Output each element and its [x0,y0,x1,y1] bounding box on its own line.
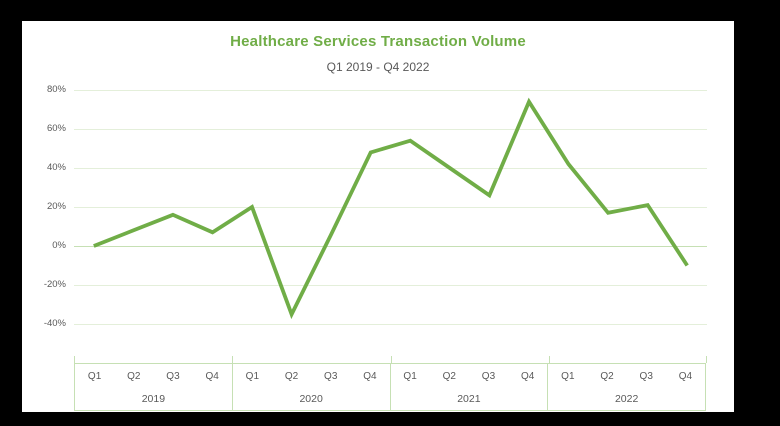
trend-line-svg [93,97,689,320]
y-axis-label: 80% [46,84,66,95]
y-axis-label: 60% [46,123,66,134]
year-group-2021: Q1 Q2 Q3 Q4 2021 [391,364,549,410]
axis-tick [548,356,550,363]
quarter-label: Q4 [205,371,219,382]
quarter-label: Q1 [87,371,102,382]
trend-line [93,97,689,320]
gridline [74,284,707,286]
axis-tick [706,356,707,363]
gridline [74,323,707,325]
chart-title: Healthcare Services Transaction Volume [230,33,526,50]
quarter-label: Q2 [600,371,614,382]
year-label: 2020 [299,393,323,405]
y-axis-label: 20% [46,201,66,212]
quarter-label: Q1 [561,371,575,382]
quarter-label: Q2 [284,371,299,382]
year-label: 2021 [457,393,481,405]
year-group-2020: Q1 Q2 Q3 Q4 2020 [233,364,391,410]
chart-card: Healthcare Services Transaction Volume Q… [22,21,734,412]
quarter-label: Q4 [363,371,377,382]
x-axis-table: Q1 Q2 Q3 Q4 2019 Q1 Q2 Q3 Q4 2020 Q1 Q2 Q3 Q4 2021 Q1 Q2… [74,363,706,411]
axis-tick [74,356,75,363]
quarter-label: Q2 [127,371,141,382]
gridline [74,167,707,169]
y-axis-label: 0% [52,240,66,251]
quarter-label: Q4 [678,371,693,382]
gridline [74,206,707,208]
zero-gridline [74,245,707,247]
quarter-row: Q1 Q2 Q3 Q4 [391,364,548,388]
quarter-label: Q3 [166,371,180,382]
y-axis-label: -40% [43,318,66,329]
quarter-label: Q2 [442,371,456,382]
gridline [74,128,707,130]
quarter-row: Q1 Q2 Q3 Q4 [233,364,390,388]
quarter-label: Q3 [324,371,338,382]
quarter-label: Q4 [520,371,535,382]
quarter-label: Q3 [481,371,496,382]
axis-tick [390,356,392,363]
quarter-label: Q3 [639,371,653,382]
year-group-2022: Q1 Q2 Q3 Q4 2022 [548,364,705,410]
quarter-row: Q1 Q2 Q3 Q4 [548,364,705,388]
chart-subtitle: Q1 2019 - Q4 2022 [326,60,430,74]
quarter-label: Q1 [403,371,417,382]
year-group-2019: Q1 Q2 Q3 Q4 2019 [75,364,233,410]
year-label: 2022 [614,393,639,405]
gridline [74,89,707,91]
year-label: 2019 [141,393,166,405]
axis-tick [232,356,234,363]
y-axis-label: 40% [46,162,66,173]
quarter-row: Q1 Q2 Q3 Q4 [75,364,232,388]
quarter-label: Q1 [245,371,260,382]
y-axis-label: -20% [43,279,66,290]
